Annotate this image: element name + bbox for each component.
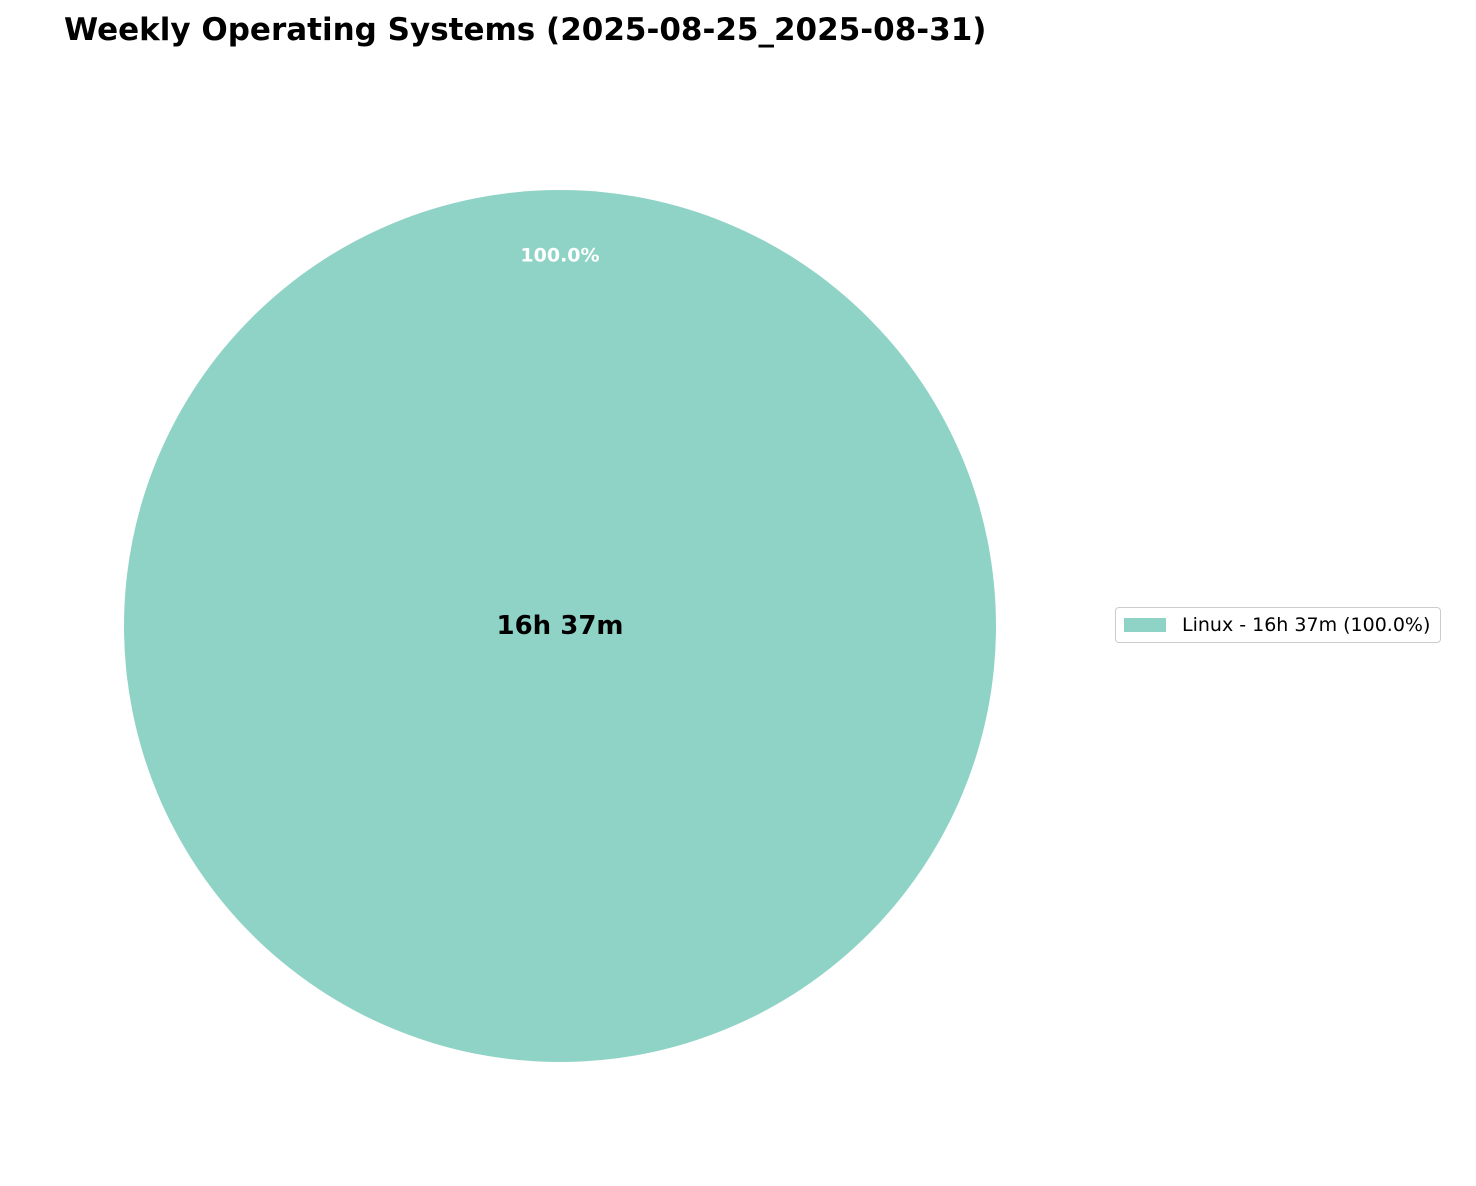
chart-title: Weekly Operating Systems (2025-08-25_202… — [64, 12, 987, 48]
pie-center-label: 16h 37m — [496, 611, 623, 641]
legend-swatch-linux — [1124, 618, 1166, 632]
pie-slices — [124, 190, 996, 1062]
pie-slice-linux — [124, 190, 996, 1062]
legend: Linux - 16h 37m (100.0%) — [1115, 607, 1442, 643]
pie-percent-label-linux: 100.0% — [520, 244, 599, 266]
legend-label-linux: Linux - 16h 37m (100.0%) — [1182, 614, 1431, 636]
pie-labels: 100.0% — [520, 244, 599, 266]
